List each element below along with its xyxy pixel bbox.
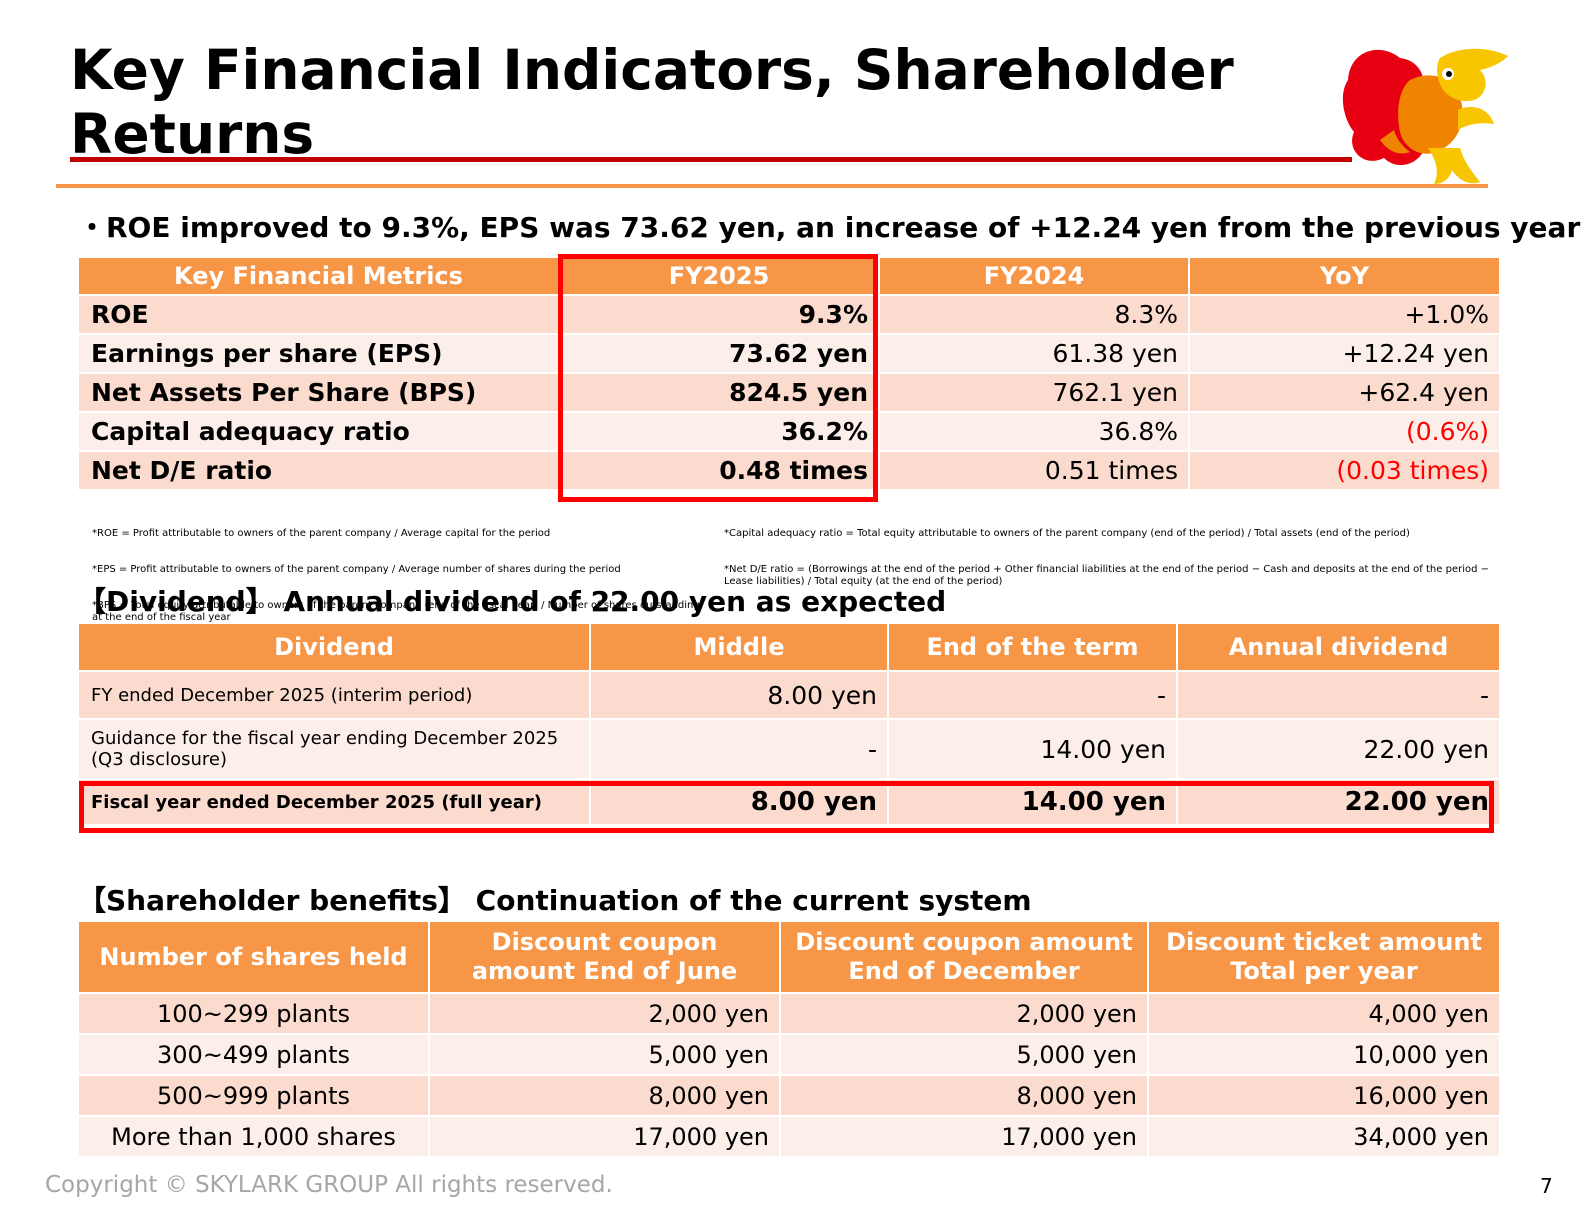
dividend-row-label: Guidance for the fiscal year ending Dece… [77, 718, 591, 780]
annual-dividend-value: 22.00 yen [1176, 718, 1501, 780]
title-divider-red [70, 157, 1352, 162]
end-of-term-value: - [887, 670, 1178, 720]
december-coupon-value: 17,000 yen [779, 1115, 1149, 1158]
footnote: *Net D/E ratio = (Borrowings at the end … [724, 564, 1493, 587]
june-coupon-value: 5,000 yen [428, 1033, 781, 1076]
annual-dividend-value: - [1176, 670, 1501, 720]
full-year-highlight-box [79, 781, 1494, 833]
dividend-heading: 【Dividend】 Annual dividend of 22.00 yen … [78, 585, 947, 618]
column-header: End of the term [887, 622, 1178, 672]
column-header: Dividend [77, 622, 591, 672]
table-row: Earnings per share (EPS) 73.62 yen 61.38… [77, 333, 1501, 374]
footnote: *BPS = Total equity attributable to owne… [92, 600, 703, 623]
december-coupon-value: 5,000 yen [779, 1033, 1149, 1076]
column-header: YoY [1188, 256, 1501, 296]
shares-held: More than 1,000 shares [77, 1115, 430, 1158]
fy2024-value: 0.51 times [878, 450, 1190, 491]
footnote: *ROE = Profit attributable to owners of … [92, 528, 551, 539]
yoy-value: +12.24 yen [1188, 333, 1501, 374]
table-row: 300~499 plants 5,000 yen 5,000 yen 10,00… [77, 1033, 1501, 1076]
yoy-value: (0.03 times) [1188, 450, 1501, 491]
key-financial-metrics-table: Key Financial Metrics FY2025 FY2024 YoY … [77, 256, 1501, 491]
column-header: Annual dividend [1176, 622, 1501, 672]
dividend-table: Dividend Middle End of the term Annual d… [77, 622, 1501, 826]
fy2025-value: 0.48 times [558, 450, 880, 491]
column-header: FY2025 [558, 256, 880, 296]
total-per-year-value: 4,000 yen [1147, 992, 1501, 1035]
middle-value: 8.00 yen [589, 670, 889, 720]
fy2024-value: 36.8% [878, 411, 1190, 452]
footnote: *EPS = Profit attributable to owners of … [92, 564, 621, 575]
table-row: More than 1,000 shares 17,000 yen 17,000… [77, 1115, 1501, 1158]
headline-summary: ・ROE improved to 9.3%, EPS was 73.62 yen… [78, 211, 1581, 244]
table-row: Guidance for the fiscal year ending Dece… [77, 718, 1501, 780]
page-number: 7 [1540, 1174, 1553, 1198]
table-header-row: Number of shares held Discount coupon am… [77, 920, 1501, 994]
column-header: FY2024 [878, 256, 1190, 296]
fy2025-value: 9.3% [558, 294, 880, 335]
middle-value: - [589, 718, 889, 780]
fy2025-value: 73.62 yen [558, 333, 880, 374]
shares-held: 100~299 plants [77, 992, 430, 1035]
fy2025-value: 824.5 yen [558, 372, 880, 413]
december-coupon-value: 8,000 yen [779, 1074, 1149, 1117]
end-of-term-value: 14.00 yen [887, 778, 1178, 826]
table-row: Fiscal year ended December 2025 (full ye… [77, 778, 1501, 826]
shareholder-benefits-heading: 【Shareholder benefits】 Continuation of t… [78, 884, 1032, 917]
metric-label: Earnings per share (EPS) [77, 333, 560, 374]
yoy-value: +62.4 yen [1188, 372, 1501, 413]
table-row: ROE 9.3% 8.3% +1.0% [77, 294, 1501, 335]
footnotes-left: *ROE = Profit attributable to owners of … [92, 504, 702, 636]
total-per-year-value: 16,000 yen [1147, 1074, 1501, 1117]
table-row: 100~299 plants 2,000 yen 2,000 yen 4,000… [77, 992, 1501, 1035]
page-title: Key Financial Indicators, Shareholder Re… [70, 38, 1234, 166]
metric-label: Capital adequacy ratio [77, 411, 560, 452]
column-header: Key Financial Metrics [77, 256, 560, 296]
table-row: 500~999 plants 8,000 yen 8,000 yen 16,00… [77, 1074, 1501, 1117]
title-divider-orange [56, 184, 1488, 188]
yoy-value: +1.0% [1188, 294, 1501, 335]
column-header: Number of shares held [77, 920, 430, 994]
column-header: Discount coupon amount End of June [428, 920, 781, 994]
column-header: Middle [589, 622, 889, 672]
fy2025-value: 36.2% [558, 411, 880, 452]
metric-label: Net Assets Per Share (BPS) [77, 372, 560, 413]
annual-dividend-value: 22.00 yen [1176, 778, 1501, 826]
june-coupon-value: 2,000 yen [428, 992, 781, 1035]
end-of-term-value: 14.00 yen [887, 718, 1178, 780]
total-per-year-value: 34,000 yen [1147, 1115, 1501, 1158]
shareholder-benefits-table: Number of shares held Discount coupon am… [77, 920, 1501, 1158]
june-coupon-value: 8,000 yen [428, 1074, 781, 1117]
december-coupon-value: 2,000 yen [779, 992, 1149, 1035]
june-coupon-value: 17,000 yen [428, 1115, 781, 1158]
table-row: Net Assets Per Share (BPS) 824.5 yen 762… [77, 372, 1501, 413]
table-row: Net D/E ratio 0.48 times 0.51 times (0.0… [77, 450, 1501, 491]
table-row: Capital adequacy ratio 36.2% 36.8% (0.6%… [77, 411, 1501, 452]
yoy-value: (0.6%) [1188, 411, 1501, 452]
shares-held: 500~999 plants [77, 1074, 430, 1117]
dividend-row-label: FY ended December 2025 (interim period) [77, 670, 591, 720]
fy2024-value: 762.1 yen [878, 372, 1190, 413]
fy2024-value: 8.3% [878, 294, 1190, 335]
fy2025-highlight-box [558, 254, 878, 502]
column-header: Discount ticket amount Total per year [1147, 920, 1501, 994]
skylark-mascot-icon [1342, 48, 1508, 184]
dividend-row-label: Fiscal year ended December 2025 (full ye… [77, 778, 591, 826]
middle-value: 8.00 yen [589, 778, 889, 826]
table-row: FY ended December 2025 (interim period) … [77, 670, 1501, 720]
shares-held: 300~499 plants [77, 1033, 430, 1076]
table-header-row: Key Financial Metrics FY2025 FY2024 YoY [77, 256, 1501, 296]
footnote: *Capital adequacy ratio = Total equity a… [724, 528, 1410, 539]
fy2024-value: 61.38 yen [878, 333, 1190, 374]
metric-label: ROE [77, 294, 560, 335]
copyright-notice: Copyright © SKYLARK GROUP All rights res… [45, 1172, 613, 1198]
column-header: Discount coupon amount End of December [779, 920, 1149, 994]
footnotes-right: *Capital adequacy ratio = Total equity a… [724, 504, 1499, 600]
metric-label: Net D/E ratio [77, 450, 560, 491]
total-per-year-value: 10,000 yen [1147, 1033, 1501, 1076]
table-header-row: Dividend Middle End of the term Annual d… [77, 622, 1501, 672]
